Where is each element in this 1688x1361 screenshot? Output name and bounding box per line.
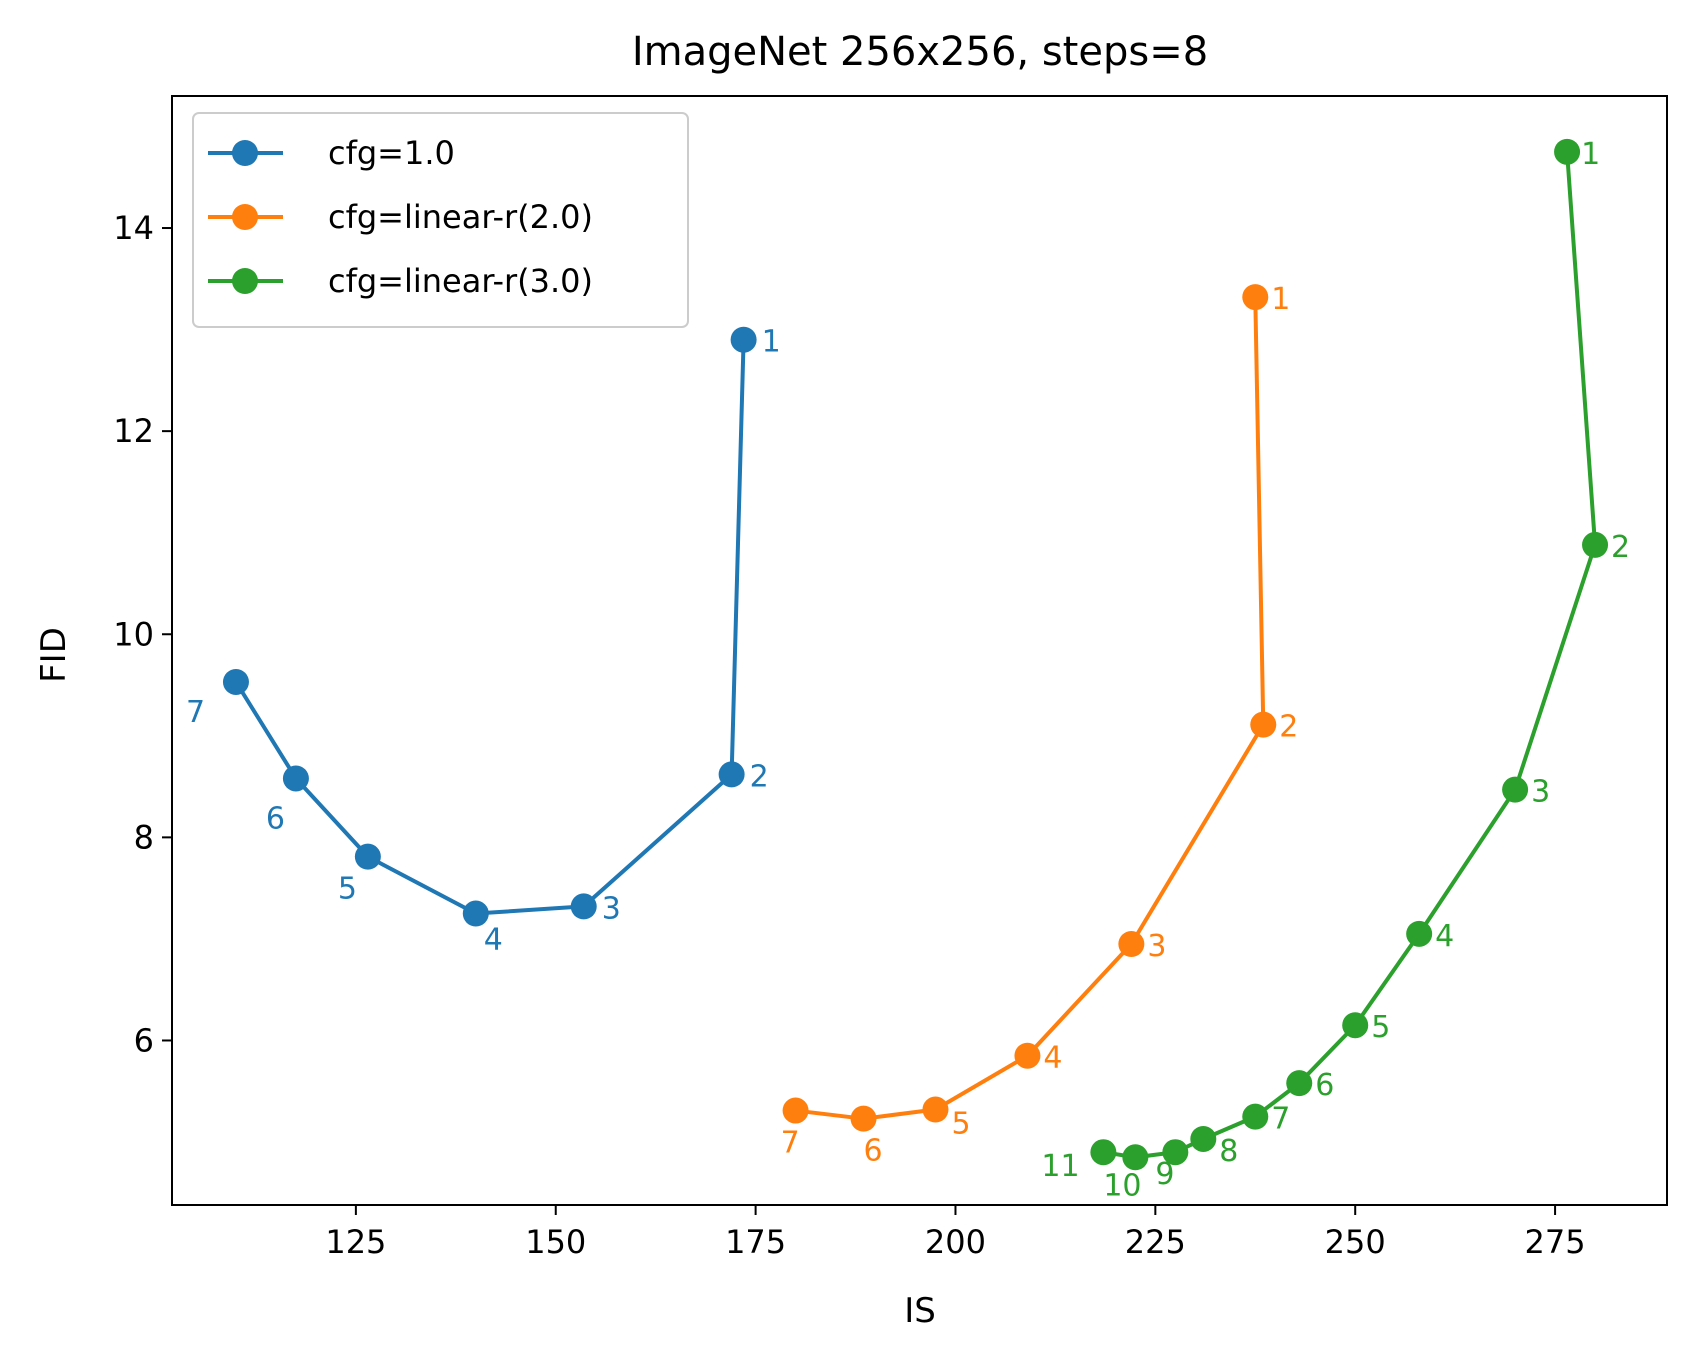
x-tick-label: 200: [925, 1223, 986, 1261]
data-point: [718, 761, 745, 788]
data-point: [1554, 138, 1581, 165]
chart-title: ImageNet 256x256, steps=8: [632, 29, 1208, 75]
data-point: [1342, 1012, 1369, 1039]
point-label: 4: [1435, 919, 1454, 954]
series-1: 1 2 3 4 5 6 7: [186, 325, 781, 958]
legend-label: cfg=linear-r(3.0): [328, 262, 593, 300]
legend-marker: [232, 204, 258, 230]
x-axis-label: IS: [904, 1291, 936, 1331]
point-label: 1: [1581, 137, 1600, 172]
data-point: [1286, 1070, 1313, 1097]
point-label: 6: [864, 1134, 883, 1169]
series-line: [1103, 151, 1598, 1160]
data-point: [570, 893, 597, 920]
point-label: 7: [781, 1126, 800, 1161]
point-label: 4: [1043, 1041, 1062, 1076]
legend-label: cfg=1.0: [328, 134, 455, 172]
point-label: 5: [951, 1107, 970, 1142]
data-point: [1502, 776, 1529, 803]
data-point: [462, 900, 489, 927]
point-label: 3: [1531, 775, 1550, 810]
y-axis-label: FID: [34, 627, 74, 683]
point-label: 7: [1271, 1102, 1290, 1137]
point-label: 3: [1147, 929, 1166, 964]
y-tick-label: 6: [134, 1021, 154, 1059]
data-point: [222, 668, 249, 695]
point-label: 5: [338, 872, 357, 907]
data-point: [1090, 1139, 1117, 1166]
data-point: [282, 765, 309, 792]
data-point: [1582, 531, 1609, 558]
x-tick-label: 275: [1525, 1223, 1586, 1261]
data-point: [1242, 284, 1269, 311]
data-point: [1162, 1139, 1189, 1166]
legend-label: cfg=linear-r(2.0): [328, 198, 593, 236]
x-tick-label: 250: [1325, 1223, 1386, 1261]
data-point: [354, 843, 381, 870]
point-label: 9: [1155, 1157, 1174, 1192]
x-tick-label: 175: [725, 1223, 786, 1261]
x-tick-label: 225: [1125, 1223, 1186, 1261]
series-3: 1 2 3 4 5 678 9 10 11: [1041, 137, 1630, 1203]
legend-marker: [232, 140, 258, 166]
legend-item: cfg=1.0: [208, 134, 455, 172]
data-point: [1014, 1042, 1041, 1069]
y-tick-label: 10: [113, 615, 154, 653]
data-point: [1250, 711, 1277, 738]
point-label: 7: [186, 695, 205, 730]
series-line: [795, 297, 1266, 1121]
point-label: 8: [1219, 1134, 1238, 1169]
legend-box: [192, 112, 689, 328]
data-point: [782, 1097, 809, 1124]
data-point: [1406, 920, 1433, 947]
point-label: 2: [750, 759, 769, 794]
data-point: [1242, 1103, 1269, 1130]
point-label: 1: [1271, 282, 1290, 317]
point-label: 3: [602, 891, 621, 926]
data-point: [1190, 1125, 1217, 1152]
point-label: 11: [1041, 1149, 1079, 1184]
legend: cfg=1.0 cfg=linear-r(2.0) cfg=linear-r(3.0…: [192, 112, 689, 328]
legend-item: cfg=linear-r(2.0): [208, 198, 593, 236]
data-point: [1118, 930, 1145, 957]
series-line: [234, 339, 746, 916]
point-label: 6: [1315, 1068, 1334, 1103]
point-label: 2: [1279, 710, 1298, 745]
data-point: [922, 1096, 949, 1123]
y-tick-label: 8: [134, 818, 154, 856]
legend-item: cfg=linear-r(3.0): [208, 262, 593, 300]
x-tick-label: 125: [325, 1223, 386, 1261]
point-label: 4: [484, 923, 503, 958]
point-label: 6: [266, 801, 285, 836]
series-2: 1 2 3 4 5 6 7: [781, 282, 1299, 1169]
point-label: 5: [1371, 1010, 1390, 1045]
point-label: 2: [1611, 530, 1630, 565]
legend-marker: [232, 268, 258, 294]
data-point: [730, 326, 757, 353]
plot-frame: [171, 95, 1668, 1206]
y-tick-label: 12: [113, 412, 154, 450]
point-label: 10: [1103, 1168, 1141, 1203]
y-tick-label: 14: [113, 209, 154, 247]
data-point: [850, 1105, 877, 1132]
x-tick-label: 150: [525, 1223, 586, 1261]
point-label: 1: [762, 325, 781, 360]
data-point: [1122, 1144, 1149, 1171]
